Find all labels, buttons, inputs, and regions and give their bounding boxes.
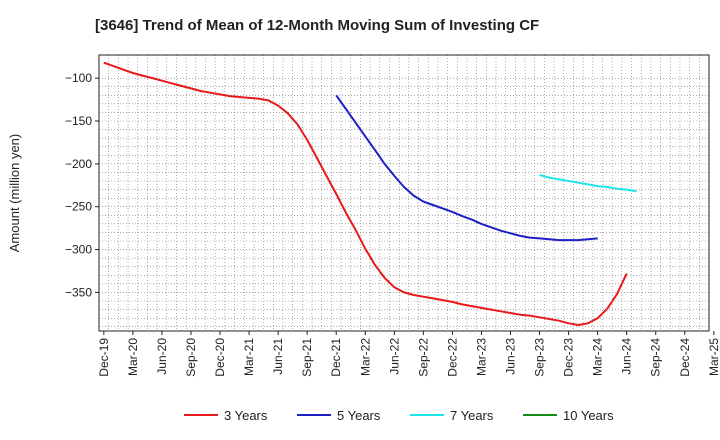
series-line-7-years: [539, 174, 637, 193]
x-tick-label: Sep-20: [184, 338, 198, 377]
x-tick-label: Mar-20: [126, 338, 140, 376]
y-tick-label: −250: [65, 200, 92, 214]
y-tick-label: −350: [65, 285, 92, 299]
legend: 3 Years 5 Years 7 Years 10 Years: [184, 408, 614, 423]
x-tick-label: Sep-21: [300, 338, 314, 377]
y-tick-label: −200: [65, 157, 92, 171]
x-tick-label: Sep-24: [649, 338, 663, 377]
x-axis-ticks: Dec-19 Mar-20 Jun-20 Sep-20 Dec-20 Mar-21 Jun-…: [97, 331, 720, 377]
chart-title: [3646] Trend of Mean of 12-Month Moving …: [95, 17, 539, 34]
x-tick-label: Mar-24: [591, 338, 605, 376]
legend-label: 10 Years: [563, 408, 614, 423]
y-tick-label: −100: [65, 71, 92, 85]
y-tick-label: −150: [65, 114, 92, 128]
x-tick-label: Dec-24: [678, 338, 692, 377]
y-axis-ticks: −100 −150 −200 −250 −300 −350: [65, 71, 99, 299]
legend-label: 7 Years: [450, 408, 494, 423]
x-tick-label: Jun-23: [504, 338, 518, 375]
y-axis-label: Amount (million yen): [7, 134, 22, 253]
y-tick-label: −300: [65, 243, 92, 257]
x-tick-label: Jun-20: [155, 338, 169, 375]
x-tick-label: Jun-24: [620, 338, 634, 375]
x-tick-label: Jun-21: [271, 338, 285, 375]
x-tick-label: Mar-23: [474, 338, 488, 376]
series-line-5-years: [335, 94, 598, 242]
series-lines: [103, 61, 637, 326]
x-tick-label: Sep-22: [416, 338, 430, 377]
x-tick-label: Dec-20: [213, 338, 227, 377]
plot-frame: [98, 54, 710, 332]
x-tick-label: Dec-23: [562, 338, 576, 377]
legend-label: 5 Years: [337, 408, 381, 423]
x-tick-label: Sep-23: [533, 338, 547, 377]
x-tick-label: Mar-21: [242, 338, 256, 376]
plot-area: [99, 55, 709, 331]
x-tick-label: Dec-21: [329, 338, 343, 377]
grid: [98, 55, 710, 331]
x-tick-label: Dec-22: [445, 338, 459, 377]
x-tick-label: Jun-22: [387, 338, 401, 375]
x-tick-label: Mar-22: [358, 338, 372, 376]
x-tick-label: Dec-19: [97, 338, 111, 377]
series-line-3-years: [103, 61, 628, 326]
legend-label: 3 Years: [224, 408, 268, 423]
x-tick-label: Mar-25: [707, 338, 720, 376]
